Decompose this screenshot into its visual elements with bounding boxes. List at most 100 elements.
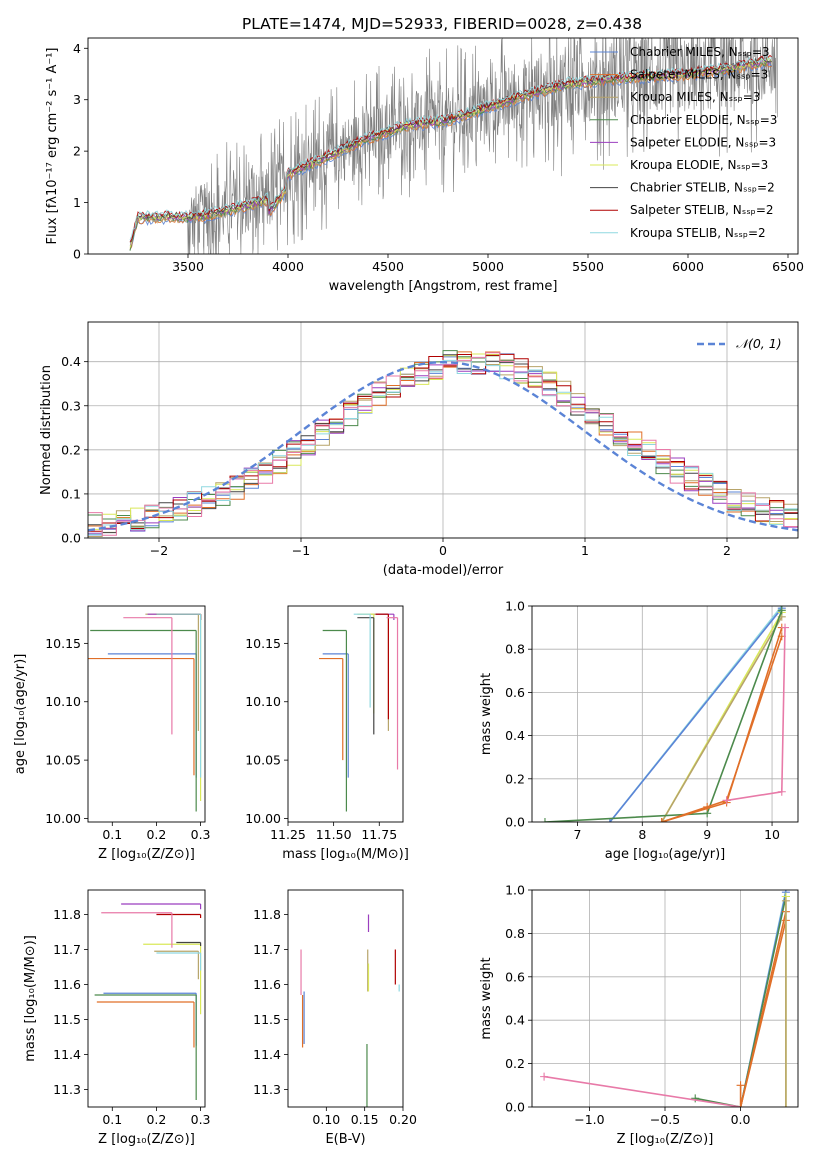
mass-weight-line bbox=[544, 610, 783, 822]
x-tick-label: 0.1 bbox=[102, 827, 122, 842]
axes-frame bbox=[87, 321, 799, 539]
mass-weight-marker bbox=[736, 1081, 745, 1090]
x-tick-label: 0.3 bbox=[191, 1112, 211, 1127]
legend-entry: Salpeter MILES, Nₛₛₚ=3 bbox=[630, 68, 768, 82]
plot-age_vs_mass: 11.25 11.50 11.75 10.00 10.05 10.10 10.15 mass … bbox=[245, 605, 409, 862]
y-tick-label: 10.10 bbox=[45, 694, 81, 709]
mass-weight-line bbox=[543, 1075, 741, 1107]
y-tick-label: 0.0 bbox=[61, 531, 81, 546]
x-axis-label: E(B-V) bbox=[325, 1132, 365, 1147]
legend-entry: Chabrier MILES, Nₛₛₚ=3 bbox=[630, 45, 770, 59]
x-tick-label: 8 bbox=[638, 827, 646, 842]
mass-weight-marker bbox=[777, 787, 786, 796]
plot-mass_vs_ebv: 0.10 0.15 0.20 11.3 11.4 11.5 11.6 11.7 11.8 E(B-… bbox=[253, 889, 417, 1147]
y-tick-label: 11.7 bbox=[53, 942, 81, 957]
y-tick-label: 0.0 bbox=[505, 1100, 525, 1115]
x-tick-label: 5500 bbox=[572, 259, 604, 274]
mass-weight-line bbox=[661, 616, 783, 822]
y-axis-label: Flux [fλ10⁻¹⁷ erg cm⁻² s⁻¹ A⁻¹] bbox=[45, 48, 60, 245]
figure-title: PLATE=1474, MJD=52933, FIBERID=0028, z=0… bbox=[242, 15, 642, 33]
x-axis-label: mass [log₁₀(M/M⊙)] bbox=[282, 847, 409, 862]
mass-weight-marker bbox=[540, 1072, 549, 1081]
axes-frame bbox=[287, 889, 404, 1108]
axes-frame bbox=[287, 605, 404, 823]
y-axis-label: mass weight bbox=[479, 673, 494, 755]
mass-weight-marker bbox=[736, 1103, 745, 1107]
legend-entry: 𝒩(0, 1) bbox=[736, 336, 782, 351]
axes-frame bbox=[87, 889, 206, 1108]
y-tick-label: 10.10 bbox=[245, 694, 281, 709]
x-axis-label: (data-model)/error bbox=[383, 563, 504, 578]
x-tick-label: 0.2 bbox=[146, 1112, 166, 1127]
plot-area bbox=[532, 606, 798, 822]
x-tick-label: 0.15 bbox=[351, 1112, 379, 1127]
legend-entry: Salpeter ELODIE, Nₛₛₚ=3 bbox=[630, 135, 776, 149]
y-tick-label: 11.8 bbox=[253, 907, 281, 922]
y-tick-label: 0.8 bbox=[505, 642, 525, 657]
x-axis-label: Z [log₁₀(Z/Z⊙)] bbox=[617, 1132, 714, 1147]
y-tick-label: 0.1 bbox=[61, 486, 81, 501]
observed-spectrum bbox=[129, 38, 778, 254]
mass-weight-marker bbox=[703, 802, 712, 811]
x-tick-label: 6000 bbox=[672, 259, 704, 274]
plot-area bbox=[319, 613, 399, 812]
legend-entry: Salpeter STELIB, Nₛₛₚ=2 bbox=[630, 203, 774, 217]
x-tick-label: 0.20 bbox=[389, 1112, 417, 1127]
x-tick-label: 4500 bbox=[372, 259, 404, 274]
legend-entry: Kroupa STELIB, Nₛₛₚ=2 bbox=[630, 226, 766, 240]
x-axis-label: wavelength [Angstrom, rest frame] bbox=[329, 279, 558, 294]
y-tick-label: 0.2 bbox=[61, 442, 81, 457]
plot-residuals: −2 −1 0 1 2 0.0 0.1 0.2 0.3 0.4 (data-model)/error… bbox=[39, 321, 799, 578]
y-tick-label: 4 bbox=[73, 41, 81, 56]
x-tick-label: 9 bbox=[703, 827, 711, 842]
plot-area bbox=[129, 38, 778, 254]
mass-weight-marker bbox=[722, 796, 731, 805]
x-tick-label: 0.1 bbox=[102, 1112, 122, 1127]
y-tick-label: 0.3 bbox=[61, 398, 81, 413]
x-tick-label: 0.3 bbox=[191, 827, 211, 842]
x-tick-label: 10 bbox=[764, 827, 780, 842]
mass-weight-line bbox=[739, 920, 787, 1107]
mass-weight-marker bbox=[781, 896, 790, 905]
y-tick-label: 1.0 bbox=[505, 599, 525, 614]
y-axis-label: mass [log₁₀(M/M⊙)] bbox=[23, 935, 38, 1062]
y-axis-label: Normed distribution bbox=[39, 365, 54, 495]
y-tick-label: 0.6 bbox=[505, 969, 525, 984]
axes-frame bbox=[531, 889, 799, 1108]
model-fit-line bbox=[129, 56, 772, 248]
y-tick-label: 0.4 bbox=[505, 728, 525, 743]
y-tick-label: 0.2 bbox=[505, 1056, 525, 1071]
plot-mass_weight_vs_Z: −1.0 −0.5 0.0 0.0 0.2 0.4 0.6 0.8 1.0 Z [log₁₀(Z/… bbox=[479, 883, 799, 1147]
mass-weight-marker bbox=[777, 606, 786, 615]
y-tick-label: 1 bbox=[73, 195, 81, 210]
y-tick-label: 11.3 bbox=[253, 1082, 281, 1097]
y-tick-label: 11.5 bbox=[53, 1012, 81, 1027]
plot-age_vs_Z: 0.1 0.2 0.3 10.00 10.05 10.10 10.15 Z [log₁₀(Z/… bbox=[13, 605, 211, 862]
x-axis-label: Z [log₁₀(Z/Z⊙)] bbox=[98, 847, 195, 862]
y-tick-label: 10.05 bbox=[245, 753, 281, 768]
model-fit-line bbox=[129, 54, 772, 243]
model-fit-line bbox=[129, 55, 772, 241]
plot-area bbox=[94, 903, 202, 1100]
legend-entry: Kroupa ELODIE, Nₛₛₚ=3 bbox=[630, 158, 768, 172]
x-tick-label: 6500 bbox=[772, 259, 804, 274]
x-tick-label: −1.0 bbox=[574, 1112, 604, 1127]
axes-frame bbox=[87, 605, 206, 823]
y-tick-label: 10.15 bbox=[45, 636, 81, 651]
axes-frame bbox=[531, 605, 799, 823]
plot-area bbox=[532, 890, 798, 1107]
y-tick-label: 10.00 bbox=[45, 811, 81, 826]
axes-frame bbox=[87, 37, 799, 255]
y-tick-label: 11.7 bbox=[253, 942, 281, 957]
x-tick-label: 3500 bbox=[172, 259, 204, 274]
y-tick-label: 0.8 bbox=[505, 926, 525, 941]
y-tick-label: 2 bbox=[73, 144, 81, 159]
plot-mass_weight_vs_age: 7 8 9 10 0.0 0.2 0.4 0.6 0.8 1.0 age [log₁₀(age/yr… bbox=[479, 599, 799, 862]
x-tick-label: 2 bbox=[723, 543, 731, 558]
y-tick-label: 0.6 bbox=[505, 685, 525, 700]
legend-entry: Kroupa MILES, Nₛₛₚ=3 bbox=[630, 90, 760, 104]
y-tick-label: 10.15 bbox=[245, 636, 281, 651]
plot-area bbox=[300, 914, 400, 1107]
plot-mass_vs_Z: 0.1 0.2 0.3 11.3 11.4 11.5 11.6 11.7 11.8 Z [log₁… bbox=[23, 889, 211, 1147]
